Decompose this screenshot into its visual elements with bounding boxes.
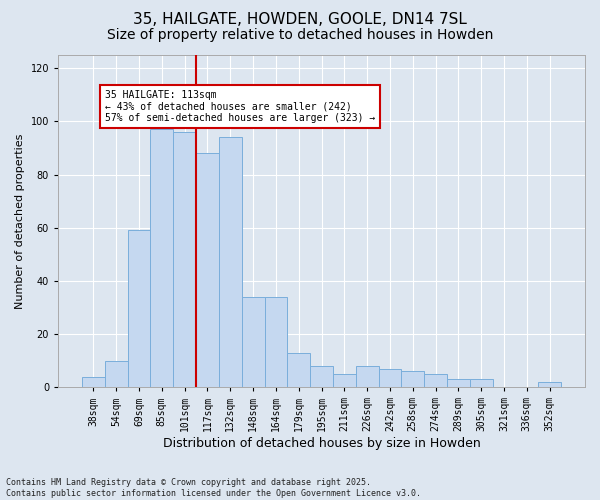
Y-axis label: Number of detached properties: Number of detached properties xyxy=(15,134,25,309)
Bar xyxy=(287,352,310,387)
Bar xyxy=(265,297,287,387)
Text: Contains HM Land Registry data © Crown copyright and database right 2025.
Contai: Contains HM Land Registry data © Crown c… xyxy=(6,478,421,498)
Bar xyxy=(424,374,447,387)
Bar xyxy=(538,382,561,387)
Bar xyxy=(470,379,493,387)
Bar xyxy=(173,132,196,387)
Text: 35 HAILGATE: 113sqm
← 43% of detached houses are smaller (242)
57% of semi-detac: 35 HAILGATE: 113sqm ← 43% of detached ho… xyxy=(105,90,375,122)
Bar xyxy=(219,138,242,387)
Text: 35, HAILGATE, HOWDEN, GOOLE, DN14 7SL: 35, HAILGATE, HOWDEN, GOOLE, DN14 7SL xyxy=(133,12,467,28)
Bar xyxy=(401,371,424,387)
X-axis label: Distribution of detached houses by size in Howden: Distribution of detached houses by size … xyxy=(163,437,481,450)
Bar xyxy=(356,366,379,387)
Bar xyxy=(82,376,105,387)
Bar xyxy=(105,360,128,387)
Bar xyxy=(310,366,333,387)
Bar xyxy=(196,154,219,387)
Bar xyxy=(379,368,401,387)
Text: Size of property relative to detached houses in Howden: Size of property relative to detached ho… xyxy=(107,28,493,42)
Bar xyxy=(151,130,173,387)
Bar xyxy=(333,374,356,387)
Bar xyxy=(242,297,265,387)
Bar xyxy=(447,379,470,387)
Bar xyxy=(128,230,151,387)
